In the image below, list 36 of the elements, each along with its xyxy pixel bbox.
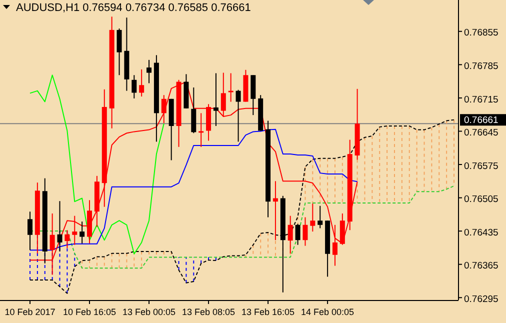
y-tick-label: 0.76295 [464,294,498,305]
y-tick-label: 0.76785 [464,60,498,72]
candlestick [161,94,166,124]
candlestick [340,212,345,246]
candlestick [116,28,122,76]
candlestick [72,215,78,246]
x-tick-label: 10 Feb 2017 [4,307,56,317]
candlestick [64,230,70,249]
x-tick-label: 13 Feb 16:05 [242,307,295,317]
y-tick-label: 0.76855 [464,28,498,39]
ref-line-label: 0.76661 [464,115,498,126]
candlestick [302,216,308,246]
y-tick-label: 0.76645 [464,128,498,139]
candlestick [236,89,241,142]
x-tick-label: 14 Feb 00:05 [301,307,354,317]
y-tick-label: 0.76365 [464,260,498,272]
candlestick [250,74,256,116]
line-series [30,128,358,251]
x-tick-label: 13 Feb 00:05 [122,307,176,317]
y-tick-label: 0.76435 [464,227,498,238]
candlestick [198,112,204,148]
y-tick-label: 0.76715 [464,94,498,106]
candlestick [206,104,212,142]
candlestick [132,74,137,99]
candlestick [139,68,144,98]
candlestick [213,72,218,126]
y-tick-label: 0.76505 [464,194,498,206]
candlestick [191,86,196,134]
candlestick [318,205,323,229]
line-series [30,74,164,254]
chart-title: AUDUSD,H1 0.76594 0.76734 0.76585 0.76661 [16,2,251,14]
candlestick [146,59,152,84]
x-tick-label: 10 Feb 16:05 [62,307,116,317]
candlestick [80,221,85,244]
y-tick-label: 0.76575 [464,160,498,172]
x-tick-label: 13 Feb 08:05 [182,307,236,317]
